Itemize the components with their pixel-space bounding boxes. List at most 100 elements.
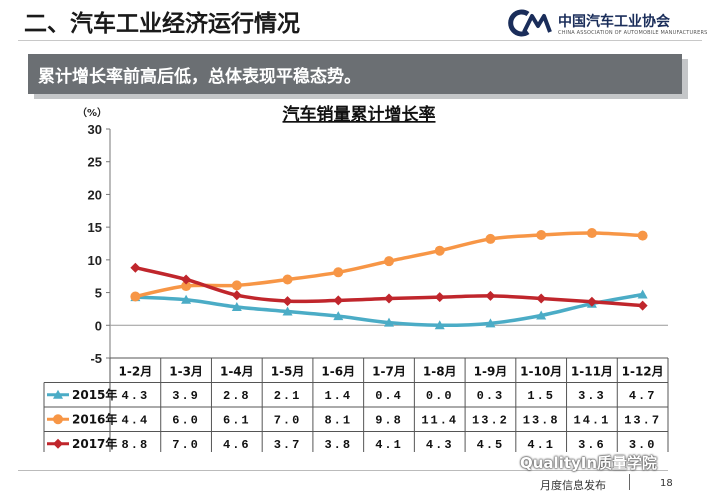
legend-label: 2016年 [72,411,117,426]
series-point [181,274,192,285]
series-point [536,229,547,240]
y-tick-label: -5 [90,351,102,366]
chart-series [130,228,648,330]
series-point [181,281,192,292]
data-label: 8.8 [122,438,150,452]
data-label: 4.6 [223,438,251,452]
x-tick-label: 1-6月 [321,364,355,378]
series-point [53,414,63,425]
series-point [485,290,496,301]
footer-label: 月度信息发布 [540,479,606,492]
data-label: 4.3 [426,438,454,452]
data-label: 4.1 [527,438,555,452]
section-title: 二、汽车工业经济运行情况 [24,11,300,37]
series-point [282,274,293,285]
series-point [485,233,496,244]
data-label: 4.5 [477,438,505,452]
watermark: QualityIn质量学院 [520,454,658,472]
data-label: 2.8 [223,389,251,403]
series-point [53,389,63,399]
footer-separator [629,474,630,490]
series-point [333,267,344,278]
series-point [130,262,141,273]
data-label: 14.1 [574,413,611,427]
series-point [637,300,648,311]
series-point [384,317,394,327]
data-label: 7.0 [172,438,200,452]
series-point [637,230,648,241]
y-tick-label: 15 [88,220,102,235]
series-point [637,289,648,299]
data-label: 3.3 [578,389,606,403]
org-name-en: CHINA ASSOCIATION OF AUTOMOBILE MANUFACT… [558,30,708,36]
chart-title: 汽车销量累计增长率 [283,104,436,125]
data-label: 3.7 [274,438,302,452]
series-point [282,306,293,316]
data-label: 13.2 [472,413,509,427]
series-point [130,291,141,302]
y-tick-label: 25 [88,155,102,170]
series-point [231,301,242,311]
page-number: 18 [660,478,673,489]
footer-divider [18,470,668,471]
series-point [282,296,293,307]
y-tick-label: 5 [95,286,102,301]
data-label: 0.4 [375,389,403,403]
data-label: 6.1 [223,413,251,427]
y-tick-label: 0 [95,318,102,333]
data-label: 0.3 [477,389,505,403]
series-point [384,256,394,267]
data-label: 3.0 [629,438,657,452]
x-tick-label: 1-11月 [571,364,613,378]
x-tick-label: 1-5月 [271,364,305,378]
x-tick-label: 1-12月 [622,364,664,378]
series-point [333,295,344,306]
series-point [384,293,394,304]
data-label: 4.3 [122,389,150,403]
summary-banner: 累计增长率前高后低，总体表现平稳态势。 [28,54,682,94]
x-tick-label: 1-9月 [474,364,508,378]
data-label: 13.8 [523,413,560,427]
data-label: 9.8 [375,413,403,427]
data-label: 3.6 [578,438,606,452]
series-point [536,293,547,304]
banner-text: 累计增长率前高后低，总体表现平稳态势。 [38,67,361,87]
legend-label: 2015年 [72,387,117,402]
data-label: 0.0 [426,389,454,403]
data-label: 7.0 [274,413,302,427]
data-label: 4.7 [629,389,657,403]
series-point [586,296,597,307]
org-name: 中国汽车工业协会 [558,14,670,30]
data-label: 8.1 [324,413,352,427]
y-tick-label: 20 [88,187,102,202]
y-tick-label: 30 [88,122,102,137]
data-label: 1.4 [324,389,352,403]
x-tick-label: 1-8月 [423,364,457,378]
caam-logo-icon [508,9,552,37]
org-logo: 中国汽车工业协会 CHINA ASSOCIATION OF AUTOMOBILE… [508,8,708,40]
data-label: 3.8 [324,438,352,452]
series-point [434,245,445,256]
series-point [536,310,547,320]
y-tick-label: 10 [88,253,102,268]
data-label: 3.9 [172,389,200,403]
data-table: 1-2月 1-3月 1-4月 1-5月 1-6月 1-7月 1-8月 1-9月 1-10月 1-1… [43,357,669,452]
chart-axes: 汽车销量累计增长率 （%） 30 25 20 15 10 5 0 -5 [77,104,668,366]
series-point [434,292,445,303]
x-tick-label: 1-7月 [372,364,406,378]
series-point [586,228,597,239]
y-axis-label: （%） [77,106,107,119]
series-point [53,438,63,449]
data-label: 2.1 [274,389,302,403]
series-point [434,320,445,330]
data-label: 6.0 [172,413,200,427]
series-point [181,294,192,304]
x-tick-label: 1-2月 [119,364,153,378]
series-point [231,280,242,291]
data-label: 13.7 [624,413,661,427]
x-tick-label: 1-4月 [220,364,254,378]
series-point [485,318,496,328]
data-label: 1.5 [527,389,555,403]
x-tick-label: 1-3月 [169,364,203,378]
data-label: 4.4 [122,413,150,427]
